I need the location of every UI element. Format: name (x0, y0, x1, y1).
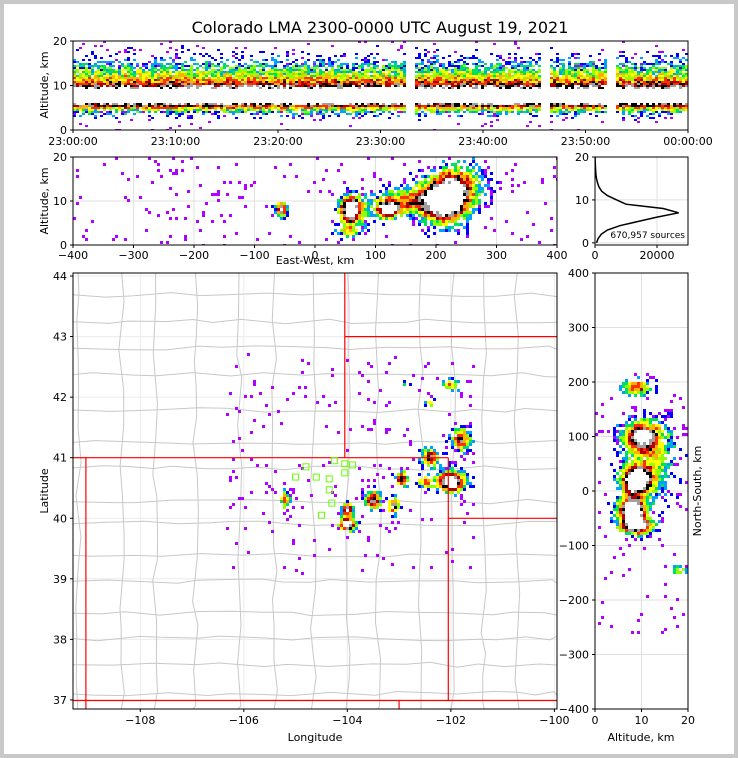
time-height-ytick: 10 (53, 80, 67, 93)
time-height-xtick: 23:40:00 (458, 135, 507, 148)
time-height-ytick: 0 (60, 124, 67, 137)
ew-height-ytick: 0 (60, 239, 67, 252)
ns-height-xtick: 20 (681, 714, 695, 727)
lma-station-marker (330, 457, 338, 465)
plan-view-ytick: 38 (53, 633, 67, 646)
ns-height-panel: North-South, km Altitude, km (594, 272, 704, 744)
plan-view-ytick: 37 (53, 694, 67, 707)
plan-view-xtick: −104 (332, 714, 362, 727)
lma-figure: Colorado LMA 2300-0000 UTC August 19, 20… (38, 18, 713, 744)
ns-height-xtick: 0 (592, 714, 599, 727)
ew-height-xtick: 400 (547, 249, 568, 262)
time-height-xtick: 23:50:00 (561, 135, 610, 148)
ns-height-ytick: 200 (568, 376, 589, 389)
ns-height-ytick: 100 (568, 431, 589, 444)
plan-view-panel: Latitude Longitude (38, 272, 558, 744)
ns-height-ytick: −300 (559, 649, 589, 662)
histogram-line (595, 157, 679, 244)
ew-height-xtick: −400 (58, 249, 88, 262)
lma-station-marker (325, 475, 333, 483)
lma-station-marker (341, 460, 349, 468)
ns-height-xtick: 10 (635, 714, 649, 727)
hist-ytick: 20 (575, 151, 589, 164)
ns-height-ytick: 300 (568, 322, 589, 335)
hist-ytick: 0 (582, 237, 589, 250)
lma-station-marker (302, 463, 310, 471)
lma-station-marker (325, 486, 333, 494)
plan-view-ytick: 44 (53, 270, 67, 283)
ns-height-xlabel: Altitude, km (607, 731, 674, 744)
lma-station-marker (312, 473, 320, 481)
ew-height-xtick: 300 (486, 249, 507, 262)
plan-view-xlabel: Longitude (288, 731, 343, 744)
lma-station-marker (349, 461, 357, 469)
source-count-label: 670,957 sources (610, 231, 685, 241)
plan-view-xtick: −106 (229, 714, 259, 727)
time-height-xtick: 23:20:00 (253, 135, 302, 148)
ew-height-ytick: 20 (53, 151, 67, 164)
plan-view-xtick: −102 (436, 714, 466, 727)
lma-station-marker (292, 473, 300, 481)
plan-view-ytick: 43 (53, 331, 67, 344)
time-height-xtick: 23:00:00 (48, 135, 97, 148)
plan-view-ytick: 42 (53, 391, 67, 404)
time-height-xtick: 23:10:00 (151, 135, 200, 148)
plan-view-xtick: −100 (539, 714, 569, 727)
plan-view-ytick: 39 (53, 573, 67, 586)
figure-frame: Colorado LMA 2300-0000 UTC August 19, 20… (4, 4, 734, 754)
lma-station-marker (328, 499, 336, 507)
ns-height-ytick: −100 (559, 540, 589, 553)
ew-height-xtick: −100 (239, 249, 269, 262)
ew-height-xtick: 100 (365, 249, 386, 262)
time-height-ytick: 20 (53, 35, 67, 48)
ew-height-xtick: 200 (426, 249, 447, 262)
ew-height-xlabel: East-West, km (276, 254, 354, 267)
ns-height-ytick: 400 (568, 267, 589, 280)
ns-height-ytick: −200 (559, 594, 589, 607)
plan-view-ytick: 41 (53, 452, 67, 465)
ew-height-xtick: −200 (179, 249, 209, 262)
ew-height-panel: Altitude, km East-West, km (38, 156, 558, 267)
ew-height-xtick: −300 (118, 249, 148, 262)
hist-ytick: 10 (575, 194, 589, 207)
hist-xtick: 20000 (640, 249, 675, 262)
time-height-xtick: 23:30:00 (356, 135, 405, 148)
lma-station-marker (341, 469, 349, 477)
chart-title: Colorado LMA 2300-0000 UTC August 19, 20… (192, 18, 569, 37)
time-height-panel: Altitude, km (38, 40, 689, 131)
ew-height-ytick: 10 (53, 195, 67, 208)
plan-view-ytick: 40 (53, 512, 67, 525)
plan-view-xtick: −108 (125, 714, 155, 727)
time-height-xtick: 00:00:00 (663, 135, 712, 148)
ns-height-ytick: 0 (582, 485, 589, 498)
ns-height-ylabel: North-South, km (691, 446, 704, 537)
plan-view-ylabel: Latitude (38, 468, 51, 514)
ew-height-ylabel: Altitude, km (38, 167, 51, 234)
hist-xtick: 0 (592, 249, 599, 262)
altitude-histogram-panel: 670,957 sources (594, 156, 689, 246)
lma-station-marker (317, 511, 325, 519)
ew-height-xtick: 0 (312, 249, 319, 262)
ns-height-ytick: −400 (559, 703, 589, 716)
time-height-ylabel: Altitude, km (38, 51, 51, 118)
